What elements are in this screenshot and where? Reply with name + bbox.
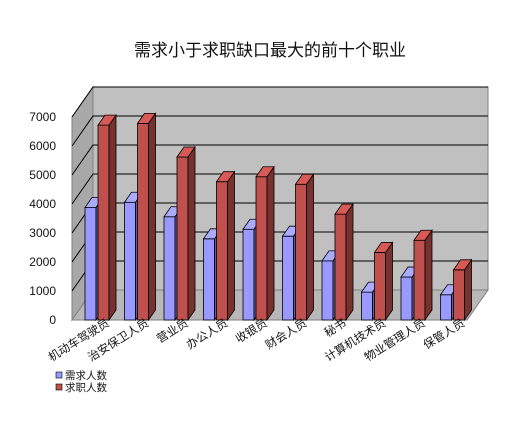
bar-求职人数 bbox=[97, 113, 117, 322]
bar-求职人数 bbox=[294, 173, 315, 322]
bar-求职人数 bbox=[334, 202, 354, 322]
gridline bbox=[71, 115, 488, 147]
legend-label: 求职人数 bbox=[65, 381, 107, 394]
bar-求职人数 bbox=[373, 241, 394, 322]
y-tick-label: 0 bbox=[49, 313, 56, 327]
legend-swatch bbox=[55, 383, 63, 391]
x-tick-label: 保管人员 bbox=[421, 316, 467, 352]
bar-求职人数 bbox=[136, 112, 157, 322]
y-tick-label: 4000 bbox=[29, 197, 56, 211]
x-tick-label: 财会人员 bbox=[263, 316, 309, 352]
y-tick-label: 2000 bbox=[29, 255, 56, 269]
y-tick-label: 5000 bbox=[29, 168, 56, 182]
y-tick-label: 7000 bbox=[29, 110, 56, 124]
y-tick-label: 1000 bbox=[29, 284, 56, 298]
bar-求职人数 bbox=[176, 145, 196, 322]
bar-求职人数 bbox=[413, 228, 433, 322]
y-tick-label: 3000 bbox=[29, 226, 56, 240]
gridline bbox=[71, 86, 488, 118]
plot-area: 01000200030004000500060007000机动车驾驶员治安保卫人… bbox=[29, 85, 489, 364]
bar-求职人数 bbox=[452, 258, 473, 322]
gridline bbox=[71, 173, 488, 205]
legend-label: 需求人数 bbox=[65, 369, 107, 382]
bar-求职人数 bbox=[215, 170, 236, 322]
x-tick-label: 办公人员 bbox=[184, 316, 230, 352]
y-tick-label: 6000 bbox=[29, 139, 56, 153]
gridline bbox=[71, 144, 488, 176]
legend-swatch bbox=[55, 371, 63, 379]
chart-title: 需求小于求职缺口最大的前十个职业 bbox=[134, 41, 406, 61]
bar-求职人数 bbox=[255, 165, 275, 322]
